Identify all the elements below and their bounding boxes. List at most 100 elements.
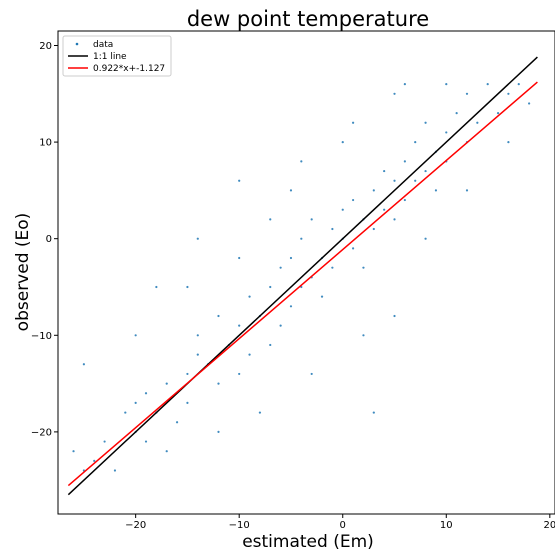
data-point	[269, 218, 272, 221]
legend-label: data	[93, 40, 113, 50]
data-point	[217, 382, 220, 385]
legend-label: 1:1 line	[93, 52, 127, 62]
data-point	[134, 401, 137, 405]
data-point	[196, 353, 199, 356]
data-point	[175, 421, 179, 424]
data-point	[310, 372, 313, 376]
data-point	[300, 237, 303, 240]
data-point	[134, 334, 137, 337]
data-point	[445, 131, 448, 134]
data-point	[393, 218, 396, 221]
series-line	[67, 81, 538, 487]
data-point	[289, 189, 293, 192]
data-point	[238, 324, 241, 327]
data-point	[351, 247, 355, 250]
y-tick-label: −20	[31, 427, 52, 438]
data-point	[320, 295, 324, 298]
legend-box	[62, 35, 172, 77]
data-point	[383, 169, 386, 173]
data-point	[351, 121, 355, 124]
data-point	[217, 314, 220, 318]
x-tick-label: −20	[125, 520, 146, 531]
y-tick-label: 20	[39, 41, 52, 52]
data-point	[362, 266, 365, 269]
data-point	[445, 83, 448, 86]
data-point	[300, 160, 303, 163]
data-point	[196, 237, 199, 240]
data-point	[72, 450, 75, 453]
data-point	[186, 401, 189, 405]
data-point	[341, 208, 344, 211]
data-point	[144, 392, 148, 395]
data-point	[414, 179, 417, 182]
data-point	[331, 266, 334, 269]
data-point	[310, 218, 313, 221]
data-point	[238, 179, 241, 182]
data-point	[372, 227, 375, 231]
legend-label: 0.922*x+-1.127	[93, 64, 165, 74]
data-point	[362, 334, 365, 337]
data-point	[424, 121, 427, 124]
series-line	[67, 56, 538, 496]
data-point	[403, 160, 406, 163]
x-tick-label: 20	[543, 520, 555, 531]
data-point	[144, 440, 148, 443]
data-point	[186, 372, 189, 376]
legend-marker	[75, 42, 79, 46]
data-point	[383, 208, 386, 211]
data-point	[434, 189, 438, 192]
data-point	[372, 189, 375, 192]
data-point	[403, 198, 406, 202]
plot-frame	[57, 30, 555, 515]
data-point	[248, 295, 251, 298]
data-point	[424, 169, 427, 173]
data-point	[507, 140, 510, 144]
data-point	[507, 92, 510, 95]
data-point	[196, 334, 199, 337]
data-point	[82, 363, 85, 366]
x-axis-label: estimated (Em)	[242, 532, 374, 552]
chart-title: dew point temperature	[187, 7, 429, 31]
data-point	[279, 324, 282, 327]
data-point	[465, 92, 469, 95]
data-point	[238, 372, 241, 376]
data-point	[393, 314, 396, 318]
data-point	[331, 227, 334, 231]
data-point	[93, 459, 96, 462]
data-point	[528, 102, 531, 105]
data-point	[269, 343, 272, 347]
data-point	[486, 83, 489, 86]
data-point	[124, 411, 127, 414]
data-point	[165, 382, 168, 385]
data-point	[403, 83, 406, 86]
y-tick-label: −10	[31, 331, 52, 342]
data-point	[269, 285, 272, 289]
y-tick-label: 0	[46, 234, 52, 245]
data-point	[496, 112, 500, 115]
data-point	[393, 179, 396, 182]
data-point	[103, 440, 106, 443]
data-point	[238, 256, 241, 260]
data-point	[165, 450, 168, 453]
x-tick-label: 10	[440, 520, 453, 531]
data-point	[289, 305, 293, 308]
data-point	[289, 256, 293, 260]
y-axis-label: observed (Eo)	[13, 213, 33, 332]
data-point	[217, 430, 220, 433]
data-point	[341, 140, 344, 144]
data-point	[465, 189, 469, 192]
data-point	[248, 353, 251, 356]
data-point	[155, 285, 158, 289]
data-point	[372, 411, 375, 414]
x-tick-label: −10	[229, 520, 250, 531]
y-tick-label: 10	[39, 138, 52, 149]
data-point	[476, 121, 479, 124]
x-tick-label: 0	[340, 520, 346, 531]
data-point	[455, 112, 458, 115]
data-point	[517, 83, 520, 86]
data-point	[258, 411, 262, 414]
data-point	[186, 285, 189, 289]
data-point	[279, 266, 282, 269]
data-point	[424, 237, 427, 240]
